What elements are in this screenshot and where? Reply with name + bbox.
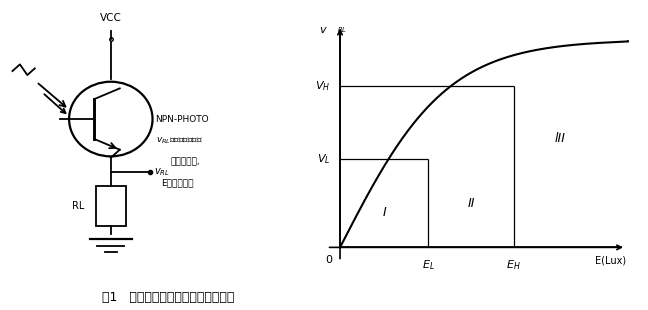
Text: $v$: $v$: [319, 25, 328, 35]
Bar: [96, 186, 126, 226]
Text: $V_L$: $V_L$: [318, 152, 330, 166]
Text: NPN-PHOTO: NPN-PHOTO: [156, 114, 209, 124]
Text: 0: 0: [325, 255, 332, 265]
Text: 形成的电压,: 形成的电压,: [170, 157, 200, 166]
Text: $v_{RL}$：光电流在负载: $v_{RL}$：光电流在负载: [156, 135, 203, 146]
Text: $E_L$: $E_L$: [422, 259, 435, 272]
Text: RL: RL: [72, 201, 84, 211]
Text: 图1   光电三级管输出响应特性示意图: 图1 光电三级管输出响应特性示意图: [102, 291, 235, 304]
Text: $V_H$: $V_H$: [316, 79, 330, 93]
Text: $E_H$: $E_H$: [506, 259, 521, 272]
Text: I: I: [382, 206, 386, 219]
Text: $_{RL}$: $_{RL}$: [338, 25, 347, 35]
Text: VCC: VCC: [100, 13, 122, 23]
Text: $v_{RL}$: $v_{RL}$: [154, 166, 170, 178]
Text: E：入射照度: E：入射照度: [161, 179, 194, 188]
Text: E(Lux): E(Lux): [595, 255, 626, 265]
Text: II: II: [467, 197, 475, 210]
Text: lII: lII: [555, 132, 566, 145]
